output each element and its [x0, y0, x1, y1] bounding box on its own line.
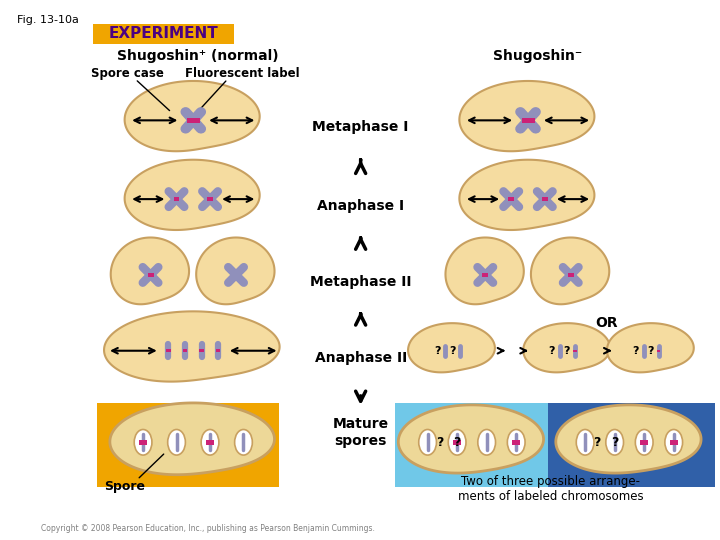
FancyBboxPatch shape — [166, 349, 171, 352]
Ellipse shape — [235, 429, 252, 455]
FancyBboxPatch shape — [482, 273, 488, 277]
Text: Copyright © 2008 Pearson Education, Inc., publishing as Pearson Benjamin Cumming: Copyright © 2008 Pearson Education, Inc.… — [41, 524, 375, 534]
FancyBboxPatch shape — [670, 440, 678, 445]
FancyBboxPatch shape — [199, 349, 204, 352]
Polygon shape — [459, 81, 595, 151]
FancyBboxPatch shape — [512, 440, 520, 445]
Polygon shape — [104, 312, 279, 382]
Polygon shape — [556, 405, 701, 473]
FancyBboxPatch shape — [521, 118, 534, 123]
FancyBboxPatch shape — [542, 197, 548, 201]
Text: ?: ? — [433, 346, 441, 356]
Ellipse shape — [508, 429, 525, 455]
Text: Spore case: Spore case — [91, 66, 163, 79]
Text: Shugoshin⁺ (normal): Shugoshin⁺ (normal) — [117, 49, 279, 63]
Polygon shape — [398, 405, 544, 473]
Polygon shape — [110, 403, 274, 475]
Polygon shape — [408, 323, 495, 373]
FancyBboxPatch shape — [216, 349, 220, 352]
Text: ?: ? — [593, 436, 600, 449]
Ellipse shape — [478, 429, 495, 455]
Ellipse shape — [635, 429, 653, 455]
Text: Mature
spores: Mature spores — [333, 417, 389, 448]
Text: Spore: Spore — [104, 480, 145, 493]
Ellipse shape — [449, 429, 466, 455]
FancyBboxPatch shape — [174, 197, 179, 201]
FancyBboxPatch shape — [139, 440, 147, 445]
Text: ?: ? — [632, 346, 639, 356]
Text: ?: ? — [436, 436, 443, 449]
Ellipse shape — [419, 429, 436, 455]
FancyBboxPatch shape — [573, 349, 577, 352]
Text: Anaphase II: Anaphase II — [315, 350, 407, 365]
Text: Two of three possible arrange-
ments of labeled chromosomes: Two of three possible arrange- ments of … — [458, 475, 644, 503]
Text: ?: ? — [449, 346, 456, 356]
Polygon shape — [111, 238, 189, 304]
FancyBboxPatch shape — [206, 440, 214, 445]
Text: ?: ? — [549, 346, 555, 356]
Ellipse shape — [134, 429, 152, 455]
Text: ?: ? — [454, 436, 461, 449]
Text: Metaphase I: Metaphase I — [312, 120, 409, 134]
Text: Fluorescent label: Fluorescent label — [185, 66, 300, 79]
FancyBboxPatch shape — [96, 403, 279, 487]
Polygon shape — [531, 238, 609, 304]
Text: ?: ? — [647, 346, 654, 356]
FancyBboxPatch shape — [395, 403, 548, 487]
FancyBboxPatch shape — [93, 24, 234, 44]
Ellipse shape — [606, 429, 624, 455]
Polygon shape — [446, 238, 523, 304]
FancyBboxPatch shape — [148, 273, 153, 277]
Polygon shape — [459, 160, 595, 230]
FancyBboxPatch shape — [183, 349, 187, 352]
Polygon shape — [607, 323, 694, 373]
Polygon shape — [196, 238, 274, 304]
Ellipse shape — [168, 429, 185, 455]
FancyBboxPatch shape — [657, 349, 660, 352]
Text: OR: OR — [595, 316, 618, 330]
Polygon shape — [125, 81, 260, 151]
Text: Metaphase II: Metaphase II — [310, 275, 411, 289]
Polygon shape — [125, 160, 260, 230]
FancyBboxPatch shape — [640, 440, 648, 445]
Polygon shape — [523, 323, 610, 373]
FancyBboxPatch shape — [207, 197, 213, 201]
Text: Anaphase I: Anaphase I — [317, 199, 404, 213]
Text: ?: ? — [611, 436, 618, 449]
FancyBboxPatch shape — [508, 197, 514, 201]
Ellipse shape — [201, 429, 219, 455]
FancyBboxPatch shape — [453, 440, 461, 445]
FancyBboxPatch shape — [186, 118, 199, 123]
Ellipse shape — [576, 429, 594, 455]
Text: Fig. 13-10a: Fig. 13-10a — [17, 15, 79, 25]
Ellipse shape — [665, 429, 683, 455]
Text: EXPERIMENT: EXPERIMENT — [109, 26, 219, 41]
Text: ?: ? — [564, 346, 570, 356]
FancyBboxPatch shape — [548, 403, 715, 487]
Text: Shugoshin⁻: Shugoshin⁻ — [493, 49, 582, 63]
FancyBboxPatch shape — [568, 273, 574, 277]
